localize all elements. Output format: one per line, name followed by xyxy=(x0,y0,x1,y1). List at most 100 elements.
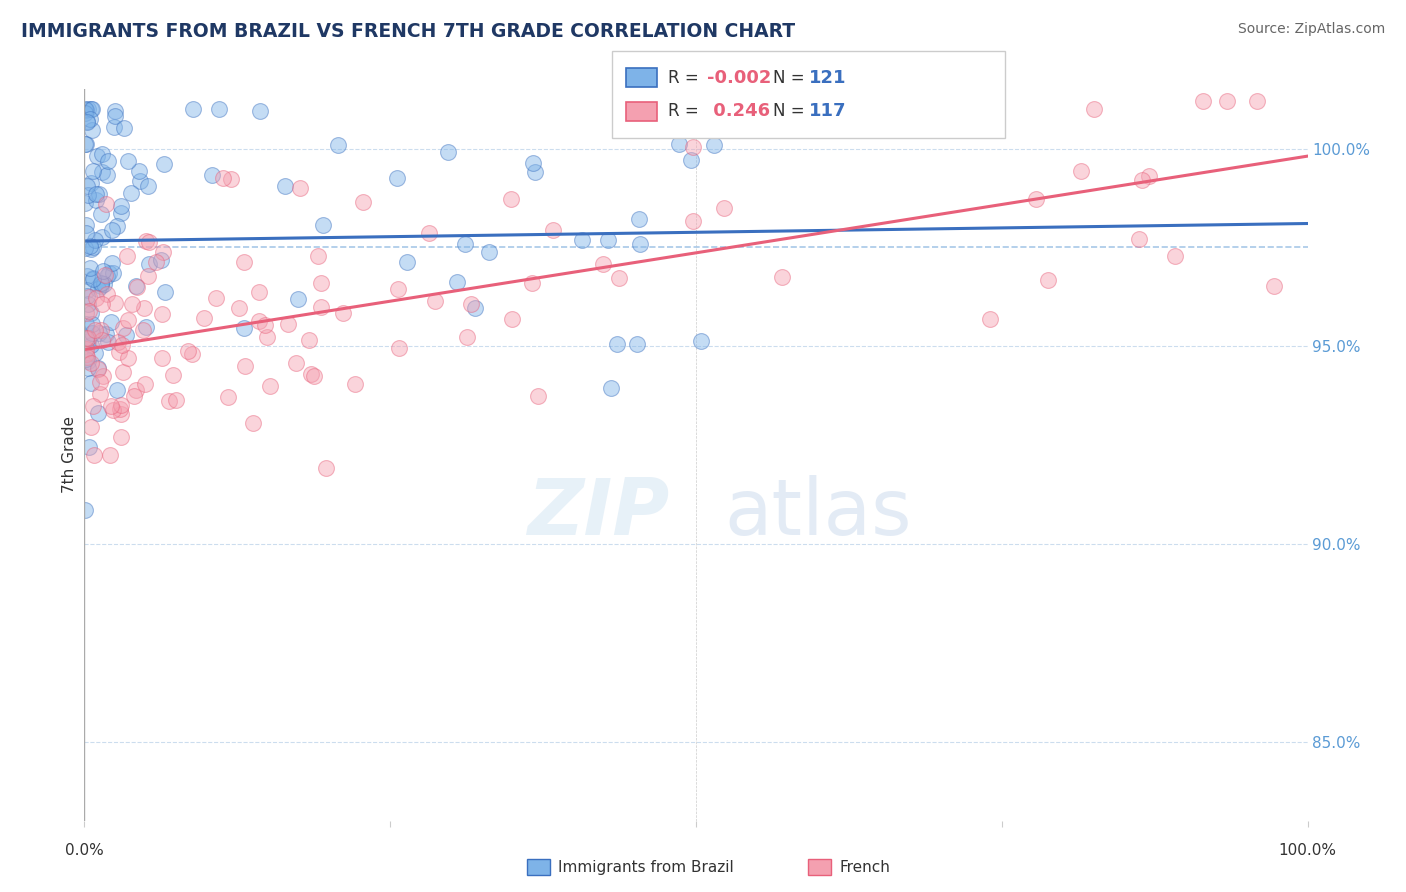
Point xyxy=(181,347,204,361)
Point xyxy=(157,393,180,408)
Point xyxy=(523,165,546,179)
Point xyxy=(82,271,104,285)
Point xyxy=(80,317,103,331)
Point xyxy=(233,359,256,373)
Text: ZIP: ZIP xyxy=(527,475,669,551)
Point xyxy=(97,334,120,349)
Point xyxy=(75,103,97,117)
Text: atlas: atlas xyxy=(724,475,912,551)
Point xyxy=(454,237,477,252)
Point xyxy=(682,214,704,228)
Point xyxy=(907,94,929,108)
Point xyxy=(288,180,311,194)
Point xyxy=(125,383,148,397)
Point xyxy=(628,212,651,227)
Point xyxy=(84,233,107,247)
Point xyxy=(89,386,111,401)
Point xyxy=(344,376,367,391)
Point xyxy=(91,147,114,161)
Point xyxy=(606,337,628,351)
Point xyxy=(100,315,122,329)
Point xyxy=(77,334,100,348)
Point xyxy=(460,296,482,310)
Point xyxy=(75,503,97,517)
Point xyxy=(91,264,114,278)
Point xyxy=(681,153,703,167)
Point xyxy=(131,323,153,337)
Point xyxy=(526,389,548,403)
Point xyxy=(162,368,184,383)
Point xyxy=(121,297,143,311)
Point xyxy=(208,102,231,116)
Point xyxy=(309,276,332,290)
Point xyxy=(77,303,100,318)
Point xyxy=(436,145,458,159)
Point xyxy=(75,352,97,367)
Point xyxy=(125,279,148,293)
Point xyxy=(101,403,124,417)
Point xyxy=(1036,273,1059,287)
Point xyxy=(90,164,112,178)
Point xyxy=(247,314,270,328)
Point xyxy=(104,295,127,310)
Point xyxy=(76,114,98,128)
Point xyxy=(80,326,103,340)
Point xyxy=(298,333,321,347)
Point xyxy=(117,313,139,327)
Point xyxy=(464,301,486,316)
Point xyxy=(117,154,139,169)
Point xyxy=(76,350,98,364)
Point xyxy=(97,153,120,168)
Point xyxy=(90,207,112,221)
Point xyxy=(96,168,118,182)
Point xyxy=(607,270,630,285)
Point xyxy=(668,136,690,151)
Point xyxy=(87,362,110,376)
Text: French: French xyxy=(839,860,890,874)
Point xyxy=(80,376,103,390)
Y-axis label: 7th Grade: 7th Grade xyxy=(62,417,77,493)
Point xyxy=(135,319,157,334)
Point xyxy=(86,282,108,296)
Point xyxy=(84,187,107,202)
Point xyxy=(84,291,107,305)
Point xyxy=(1215,94,1237,108)
Point xyxy=(228,301,250,315)
Point xyxy=(82,164,104,178)
Point xyxy=(82,122,104,136)
Point xyxy=(418,226,440,240)
Point xyxy=(90,230,112,244)
Point xyxy=(592,257,614,271)
Point xyxy=(76,354,98,368)
Point xyxy=(75,306,97,320)
Point xyxy=(501,312,523,326)
Point xyxy=(478,245,501,260)
Point xyxy=(127,279,149,293)
Point xyxy=(73,102,96,116)
Point xyxy=(87,406,110,420)
Point xyxy=(77,188,100,202)
Point xyxy=(80,419,103,434)
Point xyxy=(82,272,104,286)
Point xyxy=(110,430,132,444)
Point xyxy=(254,318,277,332)
Point xyxy=(153,285,176,300)
Point xyxy=(101,266,124,280)
Point xyxy=(79,260,101,275)
Point xyxy=(75,137,97,152)
Point xyxy=(309,300,332,314)
Point xyxy=(103,120,125,135)
Point xyxy=(82,399,104,413)
Point xyxy=(307,249,329,263)
Point xyxy=(83,448,105,462)
Point xyxy=(76,289,98,303)
Point xyxy=(285,356,308,370)
Point xyxy=(90,323,112,337)
Point xyxy=(108,345,131,359)
Point xyxy=(299,367,322,381)
Point xyxy=(770,269,793,284)
Point xyxy=(221,172,243,186)
Point xyxy=(1246,94,1268,108)
Point xyxy=(100,223,122,237)
Point xyxy=(97,266,120,280)
